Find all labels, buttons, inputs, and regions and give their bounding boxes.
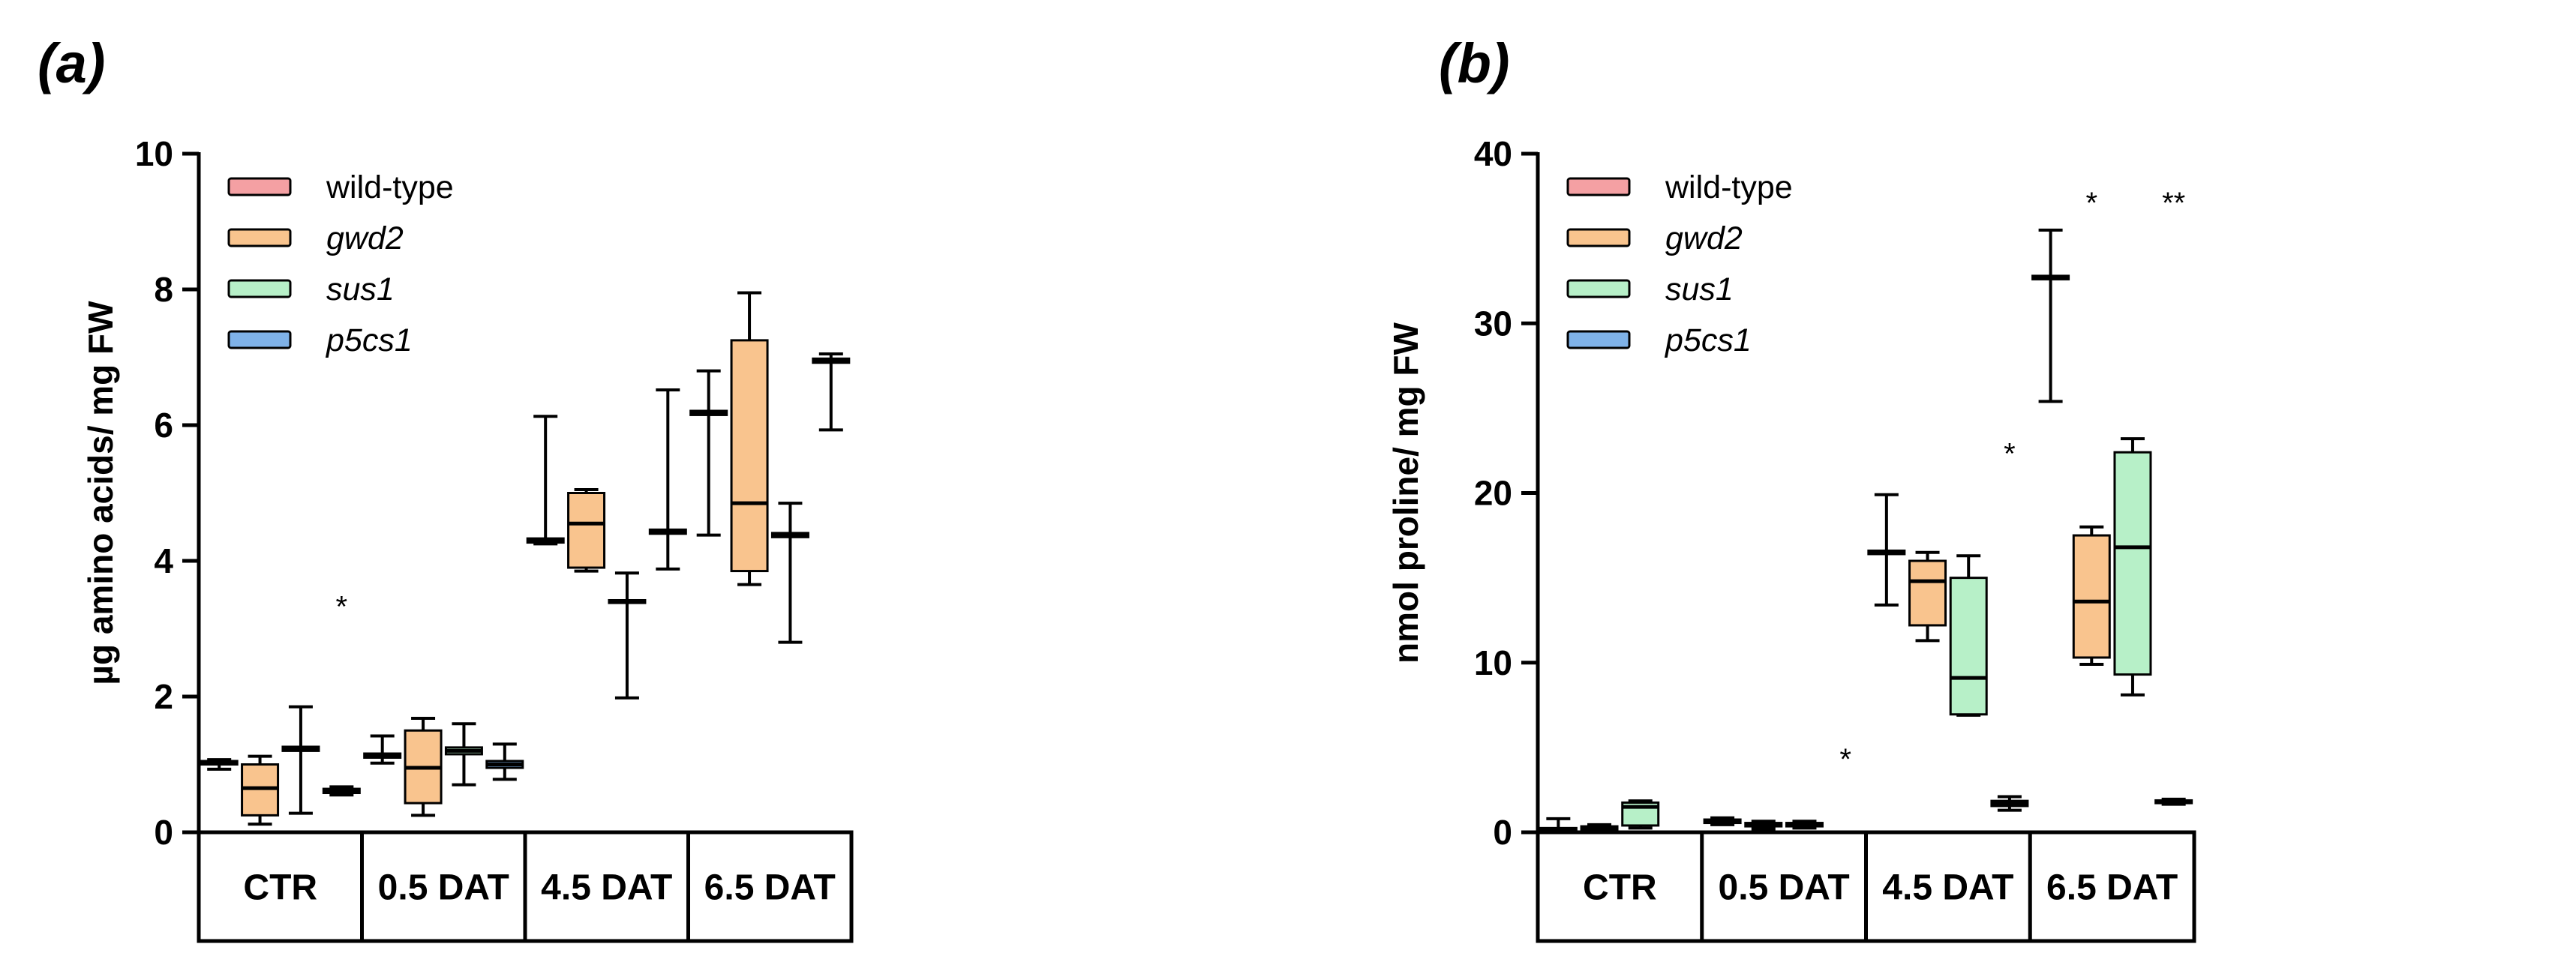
- legend-swatch-sus1: [227, 279, 292, 298]
- significance-marker: *: [2085, 187, 2097, 220]
- legend-swatch-wild-type: [227, 177, 292, 196]
- box-iqr: [2072, 534, 2111, 659]
- y-tick-label: 8: [154, 270, 173, 309]
- box-sus1-6.5-DAT: [770, 502, 809, 644]
- y-tick-label: 10: [1474, 643, 1512, 682]
- legend-label-sus1: sus1: [1665, 271, 1734, 307]
- y-tick-label: 10: [135, 134, 173, 173]
- box-wild-type-4.5-DAT: [526, 415, 565, 546]
- panel-label: (a): [38, 32, 105, 94]
- category-label: 0.5 DAT: [1719, 868, 1850, 908]
- legend-swatch-wild-type: [1566, 177, 1631, 196]
- box-wild-type-0.5-DAT: [363, 734, 402, 765]
- legend-swatch-gwd2: [227, 228, 292, 247]
- box-iqr: [1949, 577, 1988, 716]
- box-sus1-4.5-DAT: [608, 571, 647, 700]
- box-gwd2-0.5-DAT: [404, 716, 443, 817]
- box-gwd2-4.5-DAT: [567, 487, 606, 573]
- significance-marker: *: [2004, 438, 2016, 471]
- legend-swatch-gwd2: [1566, 228, 1631, 247]
- box-p5cs1-4.5-DAT: [1990, 795, 2029, 812]
- panel-label: (b): [1439, 32, 1510, 94]
- legend-label-p5cs1: p5cs1: [1664, 322, 1752, 358]
- category-label: 6.5 DAT: [704, 868, 836, 908]
- y-axis-label: µg amino acids/ mg FW: [81, 301, 120, 685]
- legend-swatch-p5cs1: [1566, 330, 1631, 349]
- y-axis-label: nmol proline/ mg FW: [1386, 322, 1425, 663]
- legend-label-gwd2: gwd2: [326, 220, 404, 256]
- box-p5cs1-6.5-DAT: [2154, 797, 2193, 806]
- box-sus1-6.5-DAT: [2113, 437, 2152, 697]
- box-wild-type-6.5-DAT: [689, 369, 728, 537]
- box-gwd2-6.5-DAT: [730, 291, 769, 586]
- box-wild-type-6.5-DAT: [2031, 228, 2070, 403]
- box-iqr: [1908, 559, 1947, 627]
- legend-label-wild-type: wild-type: [326, 169, 454, 205]
- category-label: CTR: [1583, 868, 1657, 908]
- box-iqr: [567, 492, 606, 569]
- y-tick-label: 40: [1474, 134, 1512, 173]
- legend-label-p5cs1: p5cs1: [325, 322, 413, 358]
- legend-label-wild-type: wild-type: [1665, 169, 1793, 205]
- box-sus1-CTR: [281, 705, 320, 815]
- legend-label-sus1: sus1: [326, 271, 395, 307]
- box-wild-type-4.5-DAT: [1867, 493, 1906, 607]
- category-label: 4.5 DAT: [1882, 868, 2013, 908]
- box-sus1-0.5-DAT: [1785, 820, 1824, 830]
- y-tick-label: 2: [154, 677, 173, 716]
- box-gwd2-CTR: [241, 754, 280, 826]
- legend-label-gwd2: gwd2: [1665, 220, 1743, 256]
- box-iqr: [730, 339, 769, 573]
- category-label: 6.5 DAT: [2046, 868, 2178, 908]
- significance-marker: *: [336, 590, 348, 623]
- box-gwd2-4.5-DAT: [1908, 550, 1947, 643]
- box-sus1-0.5-DAT: [444, 722, 483, 787]
- y-tick-label: 0: [1493, 813, 1512, 852]
- box-p5cs1-CTR: [322, 785, 361, 797]
- box-sus1-4.5-DAT: [1949, 554, 1988, 717]
- box-iqr: [2113, 451, 2152, 676]
- box-wild-type-CTR: [1539, 817, 1578, 834]
- panel-a: (a) 0 2 4 6 8 10 µg amino acids/ mg FW CTR 0.5 DA…: [38, 32, 854, 943]
- significance-marker: *: [1839, 743, 1851, 776]
- y-tick-label: 0: [154, 813, 173, 852]
- significance-marker: **: [2162, 187, 2185, 220]
- legend-swatch-sus1: [1566, 279, 1631, 298]
- category-label: CTR: [243, 868, 317, 908]
- box-wild-type-CTR: [200, 758, 239, 771]
- box-wild-type-0.5-DAT: [1703, 816, 1742, 826]
- box-gwd2-6.5-DAT: [2072, 525, 2111, 667]
- y-tick-label: 6: [154, 406, 173, 445]
- box-gwd2-0.5-DAT: [1744, 820, 1783, 831]
- box-p5cs1-4.5-DAT: [648, 388, 687, 571]
- y-tick-label: 30: [1474, 304, 1512, 343]
- y-tick-label: 20: [1474, 474, 1512, 513]
- y-tick-label: 4: [154, 541, 173, 580]
- category-label: 0.5 DAT: [378, 868, 509, 908]
- legend-swatch-p5cs1: [227, 330, 292, 349]
- box-sus1-CTR: [1621, 799, 1660, 830]
- category-label: 4.5 DAT: [541, 868, 672, 908]
- box-p5cs1-0.5-DAT: [485, 742, 524, 781]
- box-gwd2-CTR: [1580, 823, 1619, 833]
- box-p5cs1-6.5-DAT: [812, 352, 851, 432]
- panel-b: (b) 0 10 20 30 40 nmol proline/ mg FW CTR 0.5 DA…: [1386, 32, 2196, 943]
